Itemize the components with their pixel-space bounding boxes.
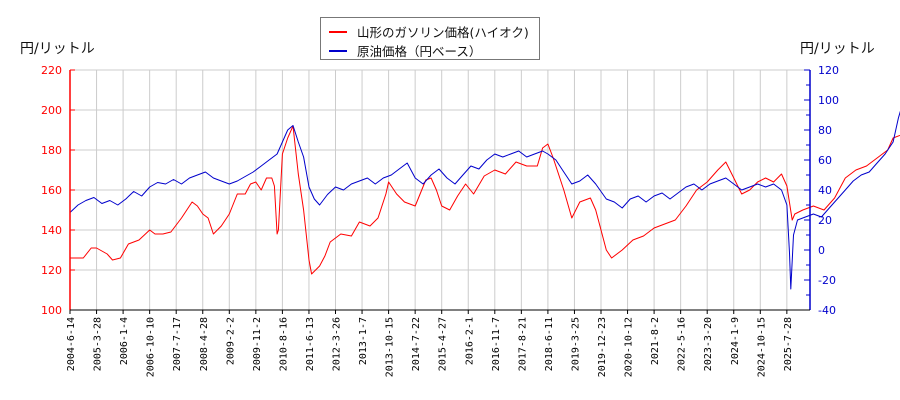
left-axis-unit-label: 円/リットル xyxy=(20,41,95,57)
svg-text:2022-5-16: 2022-5-16 xyxy=(677,317,688,371)
svg-text:120: 120 xyxy=(41,264,62,277)
svg-text:2005-3-28: 2005-3-28 xyxy=(93,317,104,371)
svg-text:40: 40 xyxy=(818,184,832,197)
svg-text:160: 160 xyxy=(41,184,62,197)
svg-text:180: 180 xyxy=(41,144,62,157)
chart-legend: 山形のガソリン価格(ハイオク) 原油価格（円ベース） xyxy=(320,17,540,60)
svg-text:2019-3-25: 2019-3-25 xyxy=(570,317,581,371)
series-layer xyxy=(69,110,900,290)
svg-text:2008-4-28: 2008-4-28 xyxy=(199,317,210,371)
svg-text:140: 140 xyxy=(41,224,62,237)
svg-text:-40: -40 xyxy=(818,304,836,317)
legend-label-gasoline: 山形のガソリン価格(ハイオク) xyxy=(357,25,529,40)
legend-item-gasoline: 山形のガソリン価格(ハイオク) xyxy=(329,22,529,41)
svg-text:2019-12-23: 2019-12-23 xyxy=(597,317,608,377)
svg-text:2009-2-2: 2009-2-2 xyxy=(225,317,236,365)
svg-text:2006-10-10: 2006-10-10 xyxy=(146,317,157,377)
svg-text:2013-1-7: 2013-1-7 xyxy=(358,317,369,365)
svg-text:2016-2-1: 2016-2-1 xyxy=(464,317,475,365)
svg-text:2014-7-22: 2014-7-22 xyxy=(411,317,422,371)
legend-label-crude-oil: 原油価格（円ベース） xyxy=(357,44,482,59)
svg-text:2004-6-14: 2004-6-14 xyxy=(66,317,77,371)
svg-text:0: 0 xyxy=(818,244,825,257)
right-axis-unit-label: 円/リットル xyxy=(800,41,875,57)
svg-text:2012-3-26: 2012-3-26 xyxy=(332,317,343,371)
svg-text:2024-1-9: 2024-1-9 xyxy=(730,317,741,365)
svg-text:2020-10-12: 2020-10-12 xyxy=(624,317,635,377)
svg-text:80: 80 xyxy=(818,124,832,137)
legend-swatch-blue xyxy=(329,49,347,52)
svg-text:2023-3-20: 2023-3-20 xyxy=(703,317,714,371)
svg-text:20: 20 xyxy=(818,214,832,227)
svg-text:2018-6-11: 2018-6-11 xyxy=(544,317,555,371)
svg-text:-20: -20 xyxy=(818,274,836,287)
axes: 100 120 140 160 180 200 220 -40 -20 0 20 40 60 80 100 1… xyxy=(41,64,839,377)
svg-text:100: 100 xyxy=(818,94,839,107)
svg-text:2011-6-13: 2011-6-13 xyxy=(305,317,316,371)
svg-text:60: 60 xyxy=(818,154,832,167)
svg-text:2021-8-2: 2021-8-2 xyxy=(650,317,661,365)
svg-text:2025-7-28: 2025-7-28 xyxy=(783,317,794,371)
legend-item-crude-oil: 原油価格（円ベース） xyxy=(329,41,481,60)
svg-text:200: 200 xyxy=(41,104,62,117)
svg-text:2016-11-7: 2016-11-7 xyxy=(491,317,502,371)
legend-swatch-red xyxy=(329,30,347,33)
grid-lines xyxy=(69,69,810,311)
svg-text:120: 120 xyxy=(818,64,839,77)
svg-text:2006-1-4: 2006-1-4 xyxy=(119,317,130,365)
svg-text:2017-8-21: 2017-8-21 xyxy=(517,317,528,371)
svg-text:2013-10-15: 2013-10-15 xyxy=(385,317,396,377)
svg-text:220: 220 xyxy=(41,64,62,77)
svg-text:2015-4-27: 2015-4-27 xyxy=(438,317,449,371)
svg-text:2010-8-16: 2010-8-16 xyxy=(278,317,289,371)
svg-text:2007-7-17: 2007-7-17 xyxy=(172,317,183,371)
svg-text:2009-11-2: 2009-11-2 xyxy=(252,317,263,371)
svg-text:2024-10-15: 2024-10-15 xyxy=(756,317,767,377)
svg-text:100: 100 xyxy=(41,304,62,317)
